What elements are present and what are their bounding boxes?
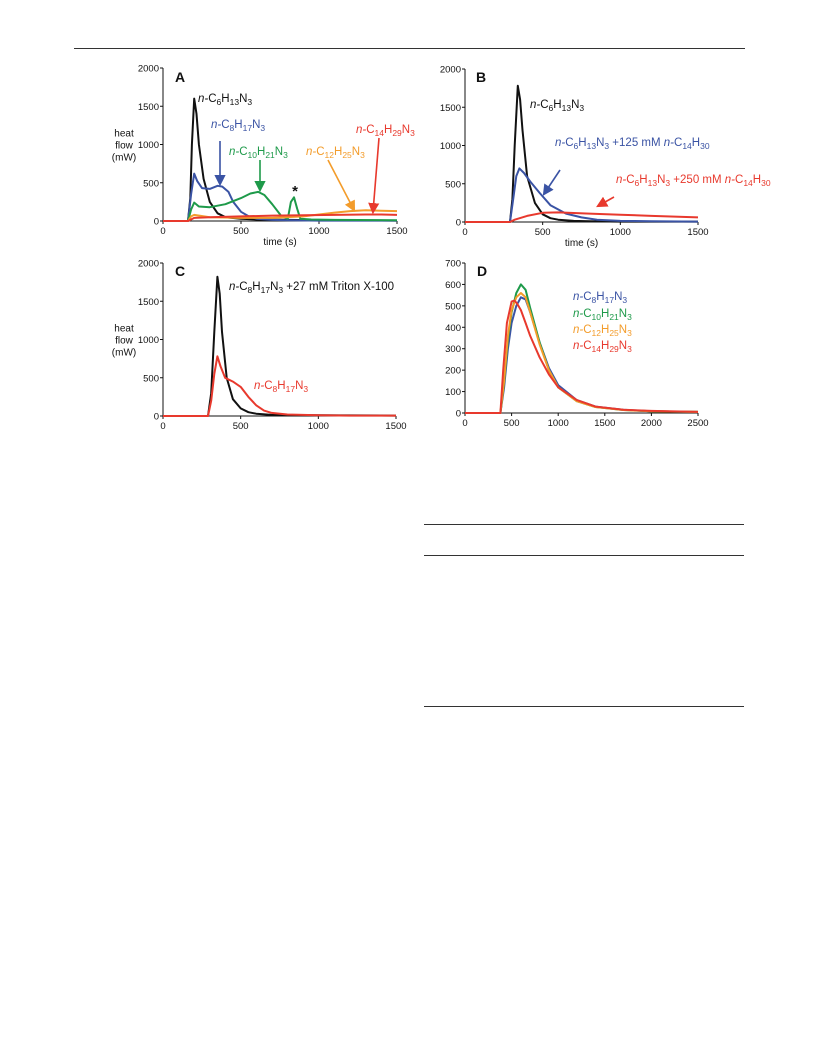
y-tick-label: 500 — [143, 373, 159, 384]
panel-d: 0 100 200 300 400 500 600 700 0 500 1000 1500 2000 25… — [445, 259, 708, 430]
annotation-arrow — [542, 169, 561, 196]
y-tick-label: 1500 — [138, 297, 159, 308]
y-tick-label: 400 — [445, 323, 461, 334]
table-rule-3 — [424, 706, 744, 707]
y-tick-label: 0 — [456, 218, 461, 229]
x-tick-label: 1500 — [687, 227, 708, 238]
x-tick-label: 1500 — [385, 421, 406, 432]
annotation-arrow — [368, 137, 380, 215]
series-label: n-C6H13N3 — [198, 93, 252, 107]
series-label: n-C12H25N3 — [573, 324, 632, 338]
series-label: n-C8H17N3 — [254, 380, 308, 394]
y-tick-label: 2000 — [138, 259, 159, 270]
y-tick-label: 1500 — [440, 103, 461, 114]
x-tick-label: 2500 — [687, 418, 708, 429]
x-tick-label: 1500 — [594, 418, 615, 429]
series-line — [465, 84, 698, 223]
y-tick-label: 0 — [154, 217, 159, 228]
panel-letter: C — [175, 263, 185, 279]
table-rule-2 — [424, 555, 744, 556]
x-tick-label: 500 — [535, 227, 551, 238]
series-line — [465, 211, 699, 223]
annotation-arrow — [327, 159, 356, 212]
series-label: n-C6H13N3 +125 mM n-C14H30 — [555, 137, 710, 151]
y-tick-label: 100 — [445, 387, 461, 398]
series-line — [163, 213, 398, 222]
top-rule — [74, 48, 745, 49]
series-label: n-C8H17N3 — [211, 119, 265, 133]
x-tick-label: 1000 — [610, 227, 631, 238]
y-tick-label: 0 — [154, 412, 159, 423]
annotation-arrow — [596, 196, 615, 208]
y-tick-label: 200 — [445, 366, 461, 377]
y-tick-label: 500 — [445, 301, 461, 312]
y-axis-label: flow — [115, 141, 134, 152]
x-tick-label: 1000 — [308, 226, 329, 237]
x-tick-label: 500 — [233, 226, 249, 237]
panel-letter: D — [477, 263, 487, 279]
series-label: n-C6H13N3 — [530, 99, 584, 113]
series-line — [163, 209, 398, 222]
y-tick-label: 1500 — [138, 102, 159, 113]
panel-letter: A — [175, 69, 185, 85]
y-tick-label: 600 — [445, 280, 461, 291]
y-tick-label: 2000 — [138, 64, 159, 75]
y-tick-label: 2000 — [440, 65, 461, 76]
y-axis-label: heat — [114, 129, 134, 140]
series-line — [465, 167, 699, 223]
x-tick-label: 1500 — [386, 226, 407, 237]
x-tick-label: 500 — [504, 418, 520, 429]
series-label: n-C12H25N3 — [306, 146, 365, 160]
panel-letter: B — [476, 69, 486, 85]
series-label: n-C6H13N3 +250 mM n-C14H30 — [616, 174, 771, 188]
y-tick-label: 700 — [445, 259, 461, 270]
series-line — [163, 172, 397, 222]
y-tick-label: 500 — [143, 178, 159, 189]
series-line — [163, 355, 396, 417]
x-tick-label: 0 — [462, 227, 467, 238]
series-line — [465, 299, 699, 414]
y-axis-label: flow — [115, 336, 134, 347]
series-line — [163, 275, 397, 417]
panel-b: 0 500 1000 1500 2000 0 500 1000 1500 time (s) Bn-C… — [440, 65, 771, 250]
panel-a: 0 500 1000 1500 2000 0 500 1000 1500 time (s) heat… — [112, 64, 415, 249]
y-axis-label: (mW) — [112, 153, 136, 164]
x-tick-label: 0 — [160, 421, 165, 432]
y-tick-label: 300 — [445, 344, 461, 355]
series-label: n-C10H21N3 — [573, 308, 632, 322]
y-tick-label: 500 — [445, 179, 461, 190]
series-label: n-C14H29N3 — [356, 124, 415, 138]
y-tick-label: 1000 — [138, 140, 159, 151]
x-tick-label: 1000 — [308, 421, 329, 432]
series-label: n-C8H17N3 +27 mM Triton X-100 — [229, 281, 394, 295]
x-axis-label: time (s) — [565, 238, 598, 249]
y-tick-label: 1000 — [440, 141, 461, 152]
asterisk-annotation: * — [292, 183, 298, 200]
x-tick-label: 2000 — [641, 418, 662, 429]
x-tick-label: 1000 — [548, 418, 569, 429]
x-tick-label: 0 — [462, 418, 467, 429]
series-label: n-C14H29N3 — [573, 340, 632, 354]
y-axis-label: heat — [114, 324, 134, 335]
y-tick-label: 1000 — [138, 335, 159, 346]
x-axis-label: time (s) — [263, 237, 296, 248]
series-label: n-C8H17N3 — [573, 291, 627, 305]
panel-c: 0 500 1000 1500 2000 0 500 1000 1500 heatflow(mW)… — [112, 259, 407, 433]
x-tick-label: 0 — [160, 226, 165, 237]
series-label: n-C10H21N3 — [229, 146, 288, 160]
x-tick-label: 500 — [233, 421, 249, 432]
table-rule-1 — [424, 524, 744, 525]
y-axis-label: (mW) — [112, 348, 136, 359]
y-tick-label: 0 — [456, 409, 461, 420]
